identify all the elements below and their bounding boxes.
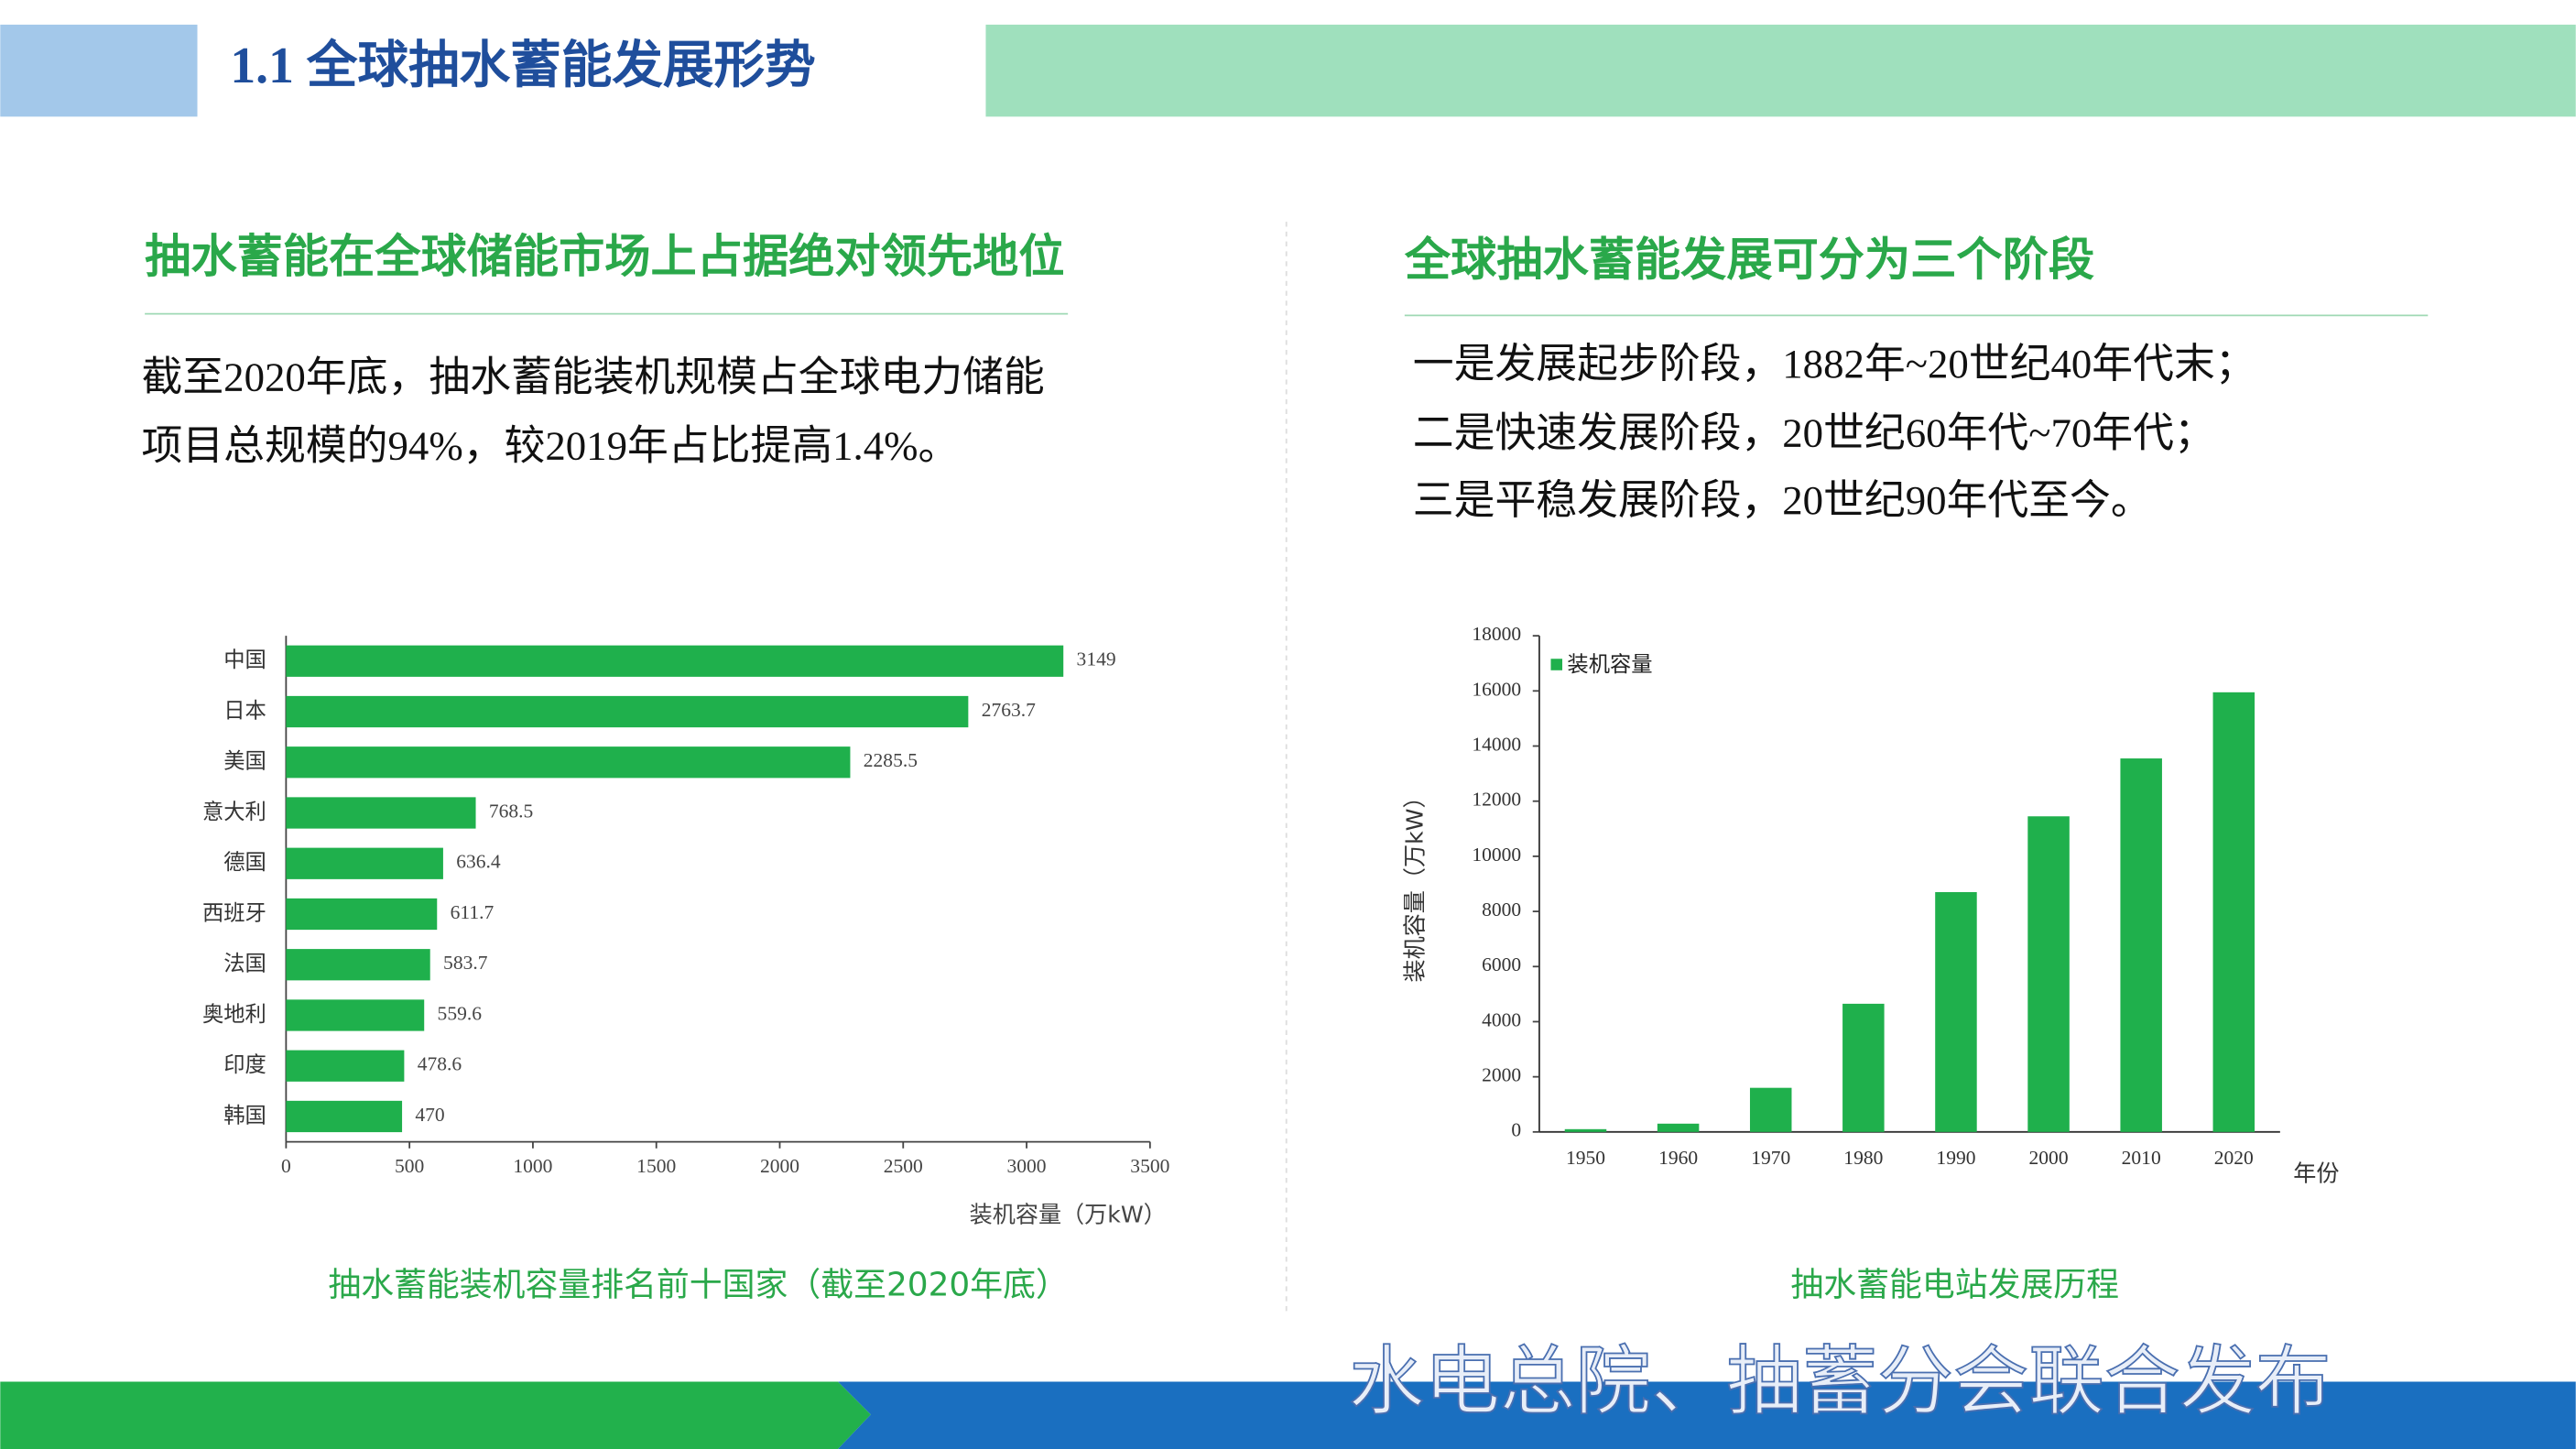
y-tick-label: 奥地利 (202, 1002, 266, 1027)
x-tick-label: 1500 (636, 1155, 676, 1177)
header-block (0, 24, 198, 117)
legend-swatch (1550, 659, 1563, 670)
footer-blue (838, 1381, 2576, 1449)
value-label: 470 (415, 1104, 444, 1126)
y-tick-label: 6000 (1482, 953, 1521, 975)
bar (1749, 1087, 1792, 1132)
x-tick-label: 500 (395, 1155, 424, 1177)
bar (286, 746, 851, 779)
bar (286, 898, 438, 931)
y-tick-label: 德国 (223, 850, 266, 875)
y-tick-label: 2000 (1482, 1064, 1521, 1086)
x-tick-label: 2000 (760, 1155, 799, 1177)
x-tick-label: 1980 (1843, 1147, 1883, 1169)
x-tick-label: 3500 (1130, 1155, 1169, 1177)
x-tick-label: 1950 (1566, 1147, 1605, 1169)
footer-green (0, 1381, 871, 1449)
value-label: 583.7 (443, 952, 488, 974)
bar (286, 847, 443, 879)
x-axis-label: 年份 (2293, 1160, 2339, 1186)
value-label: 636.4 (456, 851, 501, 873)
bar (286, 949, 430, 981)
left-heading: 抽水蓄能在全球储能市场上占据绝对领先地位 (145, 229, 1064, 283)
bar (1564, 1128, 1607, 1132)
x-tick-label: 1000 (513, 1155, 552, 1177)
bar (286, 695, 969, 728)
value-label: 3149 (1077, 648, 1116, 670)
y-tick-label: 美国 (223, 749, 266, 774)
page-title: 1.1 全球抽水蓄能发展形势 (230, 38, 815, 94)
bar (1657, 1123, 1700, 1132)
x-tick-label: 2010 (2122, 1147, 2161, 1169)
right-heading: 全球抽水蓄能发展可分为三个阶段 (1404, 232, 2094, 286)
value-label: 768.5 (489, 800, 533, 822)
right-text: 二是快速发展阶段，20世纪60年代~70年代； (1413, 409, 2215, 455)
x-tick-label: 1960 (1658, 1147, 1698, 1169)
y-tick-label: 12000 (1472, 789, 1521, 811)
bar (2120, 758, 2162, 1132)
right-text: 一是发展起步阶段，1882年~20世纪40年代末； (1413, 341, 2256, 387)
y-tick-label: 0 (1511, 1119, 1521, 1141)
header-band (985, 24, 2576, 117)
bar (2027, 816, 2070, 1132)
y-tick-label: 中国 (223, 648, 266, 672)
left-text: 截至2020年底，抽水蓄能装机规模占全球电力储能 (142, 354, 1045, 399)
y-tick-label: 14000 (1472, 733, 1521, 755)
value-label: 2763.7 (982, 699, 1036, 721)
bar (286, 1050, 405, 1082)
y-tick-label: 印度 (223, 1052, 266, 1077)
y-axis-label: 装机容量（万kW） (1401, 785, 1428, 982)
x-tick-label: 1990 (1936, 1147, 1975, 1169)
bar (286, 1100, 403, 1133)
footer-text: 水电总院、抽蓄分会联合发布 (1349, 1339, 2331, 1423)
value-label: 478.6 (418, 1053, 462, 1075)
y-tick-label: 18000 (1472, 623, 1521, 645)
left-text: 项目总规模的94%，较2019年占比提高1.4%。 (142, 423, 960, 469)
x-tick-label: 2500 (884, 1155, 923, 1177)
value-label: 2285.5 (864, 749, 918, 771)
bar (1935, 892, 1977, 1132)
value-label: 559.6 (438, 1002, 483, 1024)
bar (2212, 692, 2255, 1132)
bar (286, 797, 476, 829)
right-text: 三是平稳发展阶段，20世纪90年代至今。 (1413, 477, 2152, 523)
chart-caption: 抽水蓄能电站发展历程 (1790, 1266, 2119, 1303)
x-tick-label: 3000 (1007, 1155, 1047, 1177)
x-tick-label: 1970 (1751, 1147, 1790, 1169)
chart-caption: 抽水蓄能装机容量排名前十国家（截至2020年底） (328, 1266, 1068, 1303)
y-tick-label: 16000 (1472, 678, 1521, 700)
x-tick-label: 0 (281, 1155, 291, 1177)
bar (286, 645, 1064, 677)
y-tick-label: 意大利 (202, 800, 266, 824)
y-tick-label: 法国 (223, 952, 266, 976)
bar (1842, 1003, 1885, 1132)
value-label: 611.7 (451, 901, 495, 923)
x-tick-label: 2000 (2029, 1147, 2069, 1169)
bar (286, 999, 425, 1031)
charts: 抽水蓄能装机容量排名前十国家（截至2020年底） 0 500 1000 1500 2000… (202, 623, 2339, 1303)
y-tick-label: 日本 (223, 699, 266, 724)
x-tick-label: 2020 (2214, 1147, 2254, 1169)
y-tick-label: 西班牙 (202, 900, 266, 925)
x-axis-label: 装机容量（万kW） (970, 1201, 1167, 1227)
y-tick-label: 8000 (1482, 899, 1521, 921)
y-tick-label: 韩国 (223, 1103, 266, 1128)
y-tick-label: 10000 (1472, 844, 1521, 866)
legend-label: 装机容量 (1567, 652, 1652, 677)
y-tick-label: 4000 (1482, 1008, 1521, 1030)
